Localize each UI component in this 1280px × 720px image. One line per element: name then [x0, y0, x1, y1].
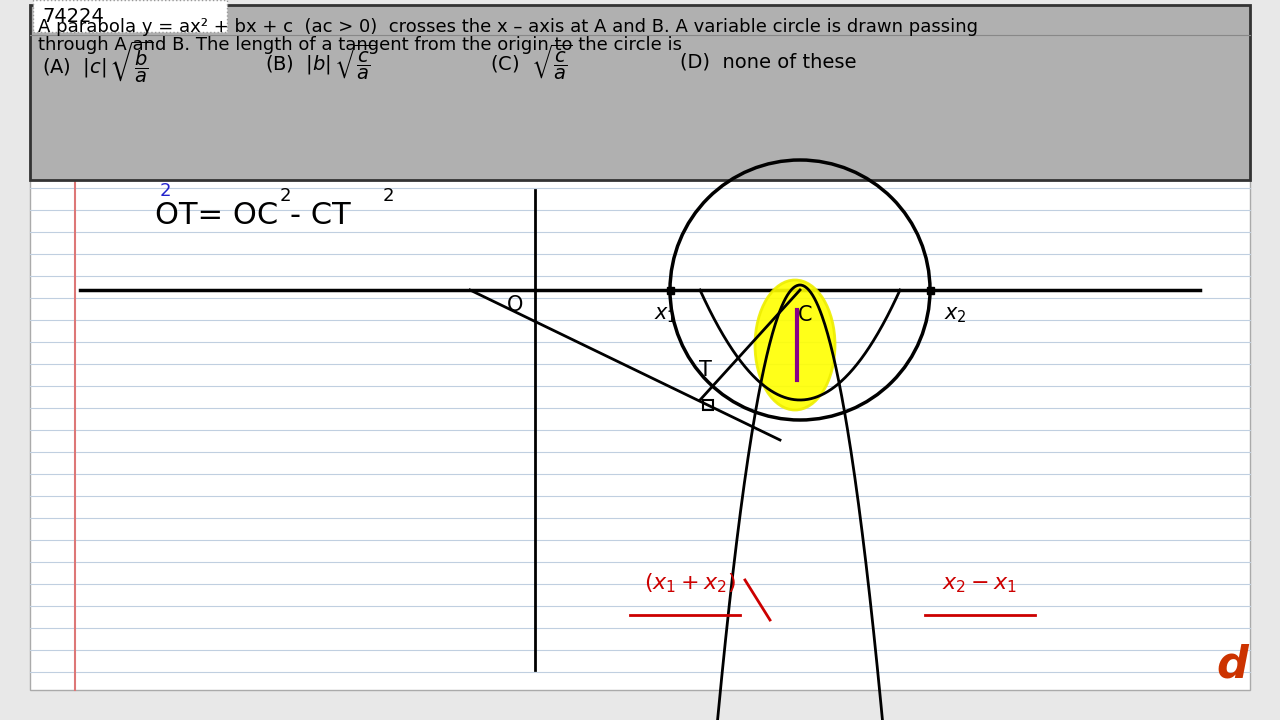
Bar — [29, 5, 1251, 180]
Text: A parabola y = ax² + bx + c  (ac > 0)  crosses the x – axis at A and B. A variab: A parabola y = ax² + bx + c (ac > 0) cro… — [38, 18, 978, 36]
Text: through A and B. The length of a tangent from the origin to the circle is: through A and B. The length of a tangent… — [38, 36, 682, 54]
Text: (B)  $|b|\,\sqrt{\dfrac{c}{a}}$: (B) $|b|\,\sqrt{\dfrac{c}{a}}$ — [265, 42, 375, 81]
Bar — [703, 400, 713, 410]
Text: T: T — [699, 360, 712, 380]
Text: 2: 2 — [280, 187, 292, 205]
Text: C: C — [797, 305, 813, 325]
Text: OT= OC: OT= OC — [155, 201, 278, 230]
Bar — [927, 287, 933, 294]
Text: $\mathit{x}_1$: $\mathit{x}_1$ — [654, 305, 676, 325]
Text: $\mathit{x}_2$: $\mathit{x}_2$ — [943, 305, 966, 325]
Text: - CT: - CT — [291, 201, 351, 230]
Text: d: d — [1216, 644, 1248, 686]
Text: 2: 2 — [160, 182, 172, 200]
FancyBboxPatch shape — [33, 0, 227, 32]
Text: O: O — [507, 295, 524, 315]
Text: (C)  $\sqrt{\dfrac{c}{a}}$: (C) $\sqrt{\dfrac{c}{a}}$ — [490, 42, 572, 81]
Bar — [667, 287, 673, 294]
Bar — [29, 160, 1251, 690]
Text: (A)  $|c|\,\sqrt{\dfrac{b}{a}}$: (A) $|c|\,\sqrt{\dfrac{b}{a}}$ — [42, 40, 154, 85]
Ellipse shape — [755, 280, 835, 410]
Text: 74224: 74224 — [42, 6, 104, 25]
Text: $(\mathit{x}_1+\mathit{x}_2)$: $(\mathit{x}_1+\mathit{x}_2)$ — [644, 572, 736, 595]
Text: (D)  none of these: (D) none of these — [680, 53, 856, 71]
Text: $\mathit{x}_2-\mathit{x}_1$: $\mathit{x}_2-\mathit{x}_1$ — [942, 575, 1018, 595]
Text: 2: 2 — [383, 187, 394, 205]
